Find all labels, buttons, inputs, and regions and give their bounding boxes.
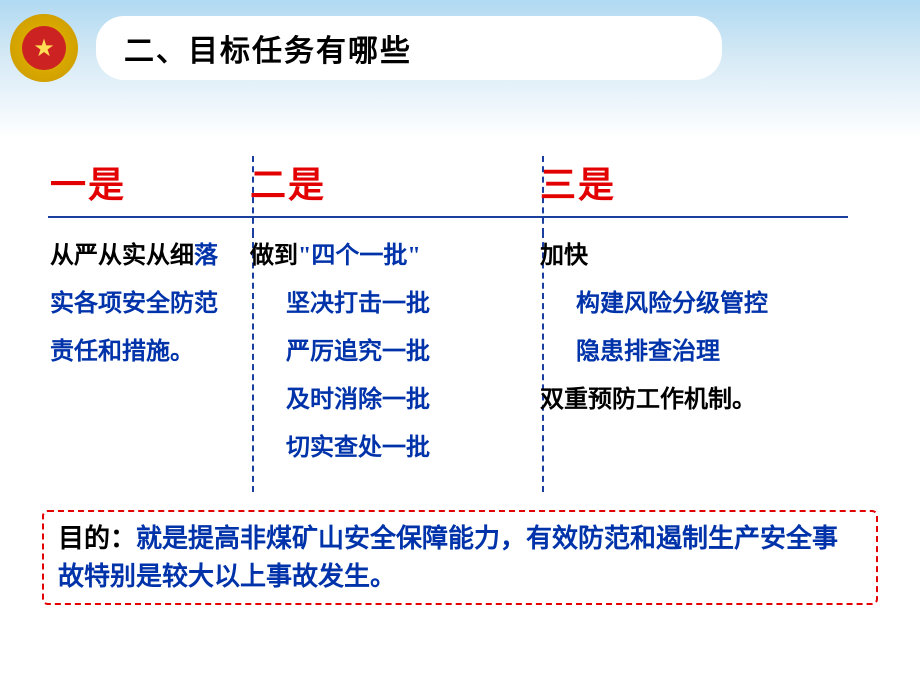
col2-item-2: 及时消除一批 bbox=[250, 376, 528, 424]
col3-line2: 隐患排查治理 bbox=[540, 328, 838, 376]
col2-item-0: 坚决打击一批 bbox=[250, 280, 528, 328]
slide-header: ★ 二、目标任务有哪些 bbox=[0, 0, 920, 96]
col2-item-1: 严厉追究一批 bbox=[250, 328, 528, 376]
column-2-body: 做到"四个一批" 坚决打击一批 严厉追究一批 及时消除一批 切实查处一批 bbox=[248, 232, 538, 472]
col2-item-3: 切实查处一批 bbox=[250, 424, 528, 472]
slide-title: 二、目标任务有哪些 bbox=[96, 16, 722, 80]
horizontal-rule bbox=[48, 216, 848, 218]
emblem-star-icon: ★ bbox=[22, 26, 66, 70]
column-1-heading-cell: 一是 bbox=[48, 156, 248, 214]
col2-intro-black: 做到 bbox=[250, 243, 298, 269]
column-1-heading: 一是 bbox=[50, 156, 238, 214]
purpose-text: 就是提高非煤矿山安全保障能力，有效防范和遏制生产安全事故特别是较大以上事故发生。 bbox=[58, 524, 838, 591]
col3-line1: 构建风险分级管控 bbox=[540, 280, 838, 328]
col3-intro-black: 加快 bbox=[540, 232, 838, 280]
column-2-heading: 二是 bbox=[250, 156, 528, 214]
column-2-heading-cell: 二是 bbox=[248, 156, 538, 214]
col3-line3: 双重预防工作机制。 bbox=[540, 376, 838, 424]
purpose-label: 目的： bbox=[58, 524, 136, 553]
tasks-table: 一是 二是 三是 从严从实从细落实各项安全防范责任和措施。 做到"四个一批" 坚… bbox=[48, 156, 872, 472]
col2-intro-blue: "四个一批" bbox=[298, 243, 421, 269]
col1-black-text: 从严从实从细 bbox=[50, 243, 194, 269]
column-3-heading: 三是 bbox=[540, 156, 838, 214]
column-1-body: 从严从实从细落实各项安全防范责任和措施。 bbox=[48, 232, 248, 472]
column-3-body: 加快 构建风险分级管控 隐患排查治理 双重预防工作机制。 bbox=[538, 232, 848, 472]
purpose-box: 目的：就是提高非煤矿山安全保障能力，有效防范和遏制生产安全事故特别是较大以上事故… bbox=[42, 510, 878, 605]
organization-emblem: ★ bbox=[10, 14, 78, 82]
column-3-heading-cell: 三是 bbox=[538, 156, 848, 214]
